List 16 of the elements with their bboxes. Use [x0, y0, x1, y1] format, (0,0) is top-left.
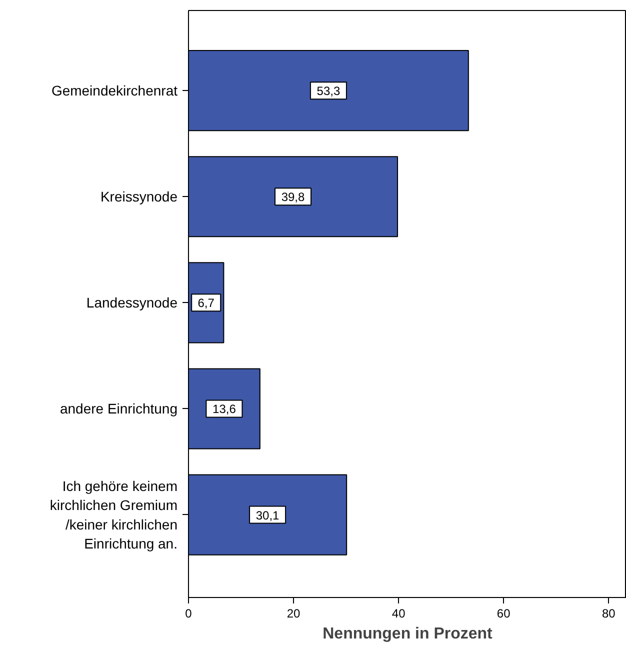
- y-tick-label: Kreissynode: [100, 188, 178, 205]
- data-label: 53,3: [316, 84, 340, 98]
- data-label: 30,1: [256, 508, 280, 522]
- y-tick-label: Ich gehöre keinem kirchlichen Gremium /keiner kirchlichen Einrichtung an.: [50, 478, 178, 552]
- y-tick-label: Landessynode: [86, 294, 178, 311]
- y-tick-label: andere Einrichtung: [60, 400, 178, 417]
- x-tick-label: 20: [286, 606, 301, 620]
- data-label: 6,7: [198, 296, 215, 310]
- y-tick-label: Gemeindekirchenrat: [51, 82, 178, 99]
- data-label: 13,6: [212, 402, 236, 416]
- x-tick-label: 60: [496, 606, 511, 620]
- x-tick-label: 80: [602, 606, 616, 620]
- x-tick-label: 40: [392, 606, 406, 620]
- data-label: 39,8: [281, 190, 306, 204]
- x-tick-label: 0: [185, 606, 192, 620]
- x-axis-title: Nennungen in Prozent: [322, 626, 494, 642]
